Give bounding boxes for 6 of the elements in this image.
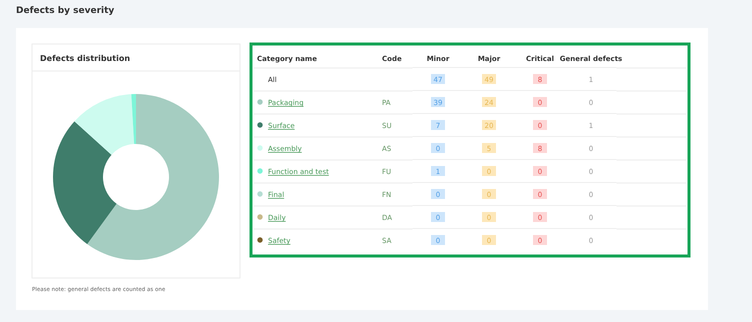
donut-slice <box>53 121 117 244</box>
donut-slice <box>74 94 134 155</box>
chart-title: Defects by severity <box>16 6 114 16</box>
chart-subtitle: Defects distribution <box>40 54 130 63</box>
donut-slice <box>131 94 136 144</box>
donut-slice <box>87 94 219 260</box>
